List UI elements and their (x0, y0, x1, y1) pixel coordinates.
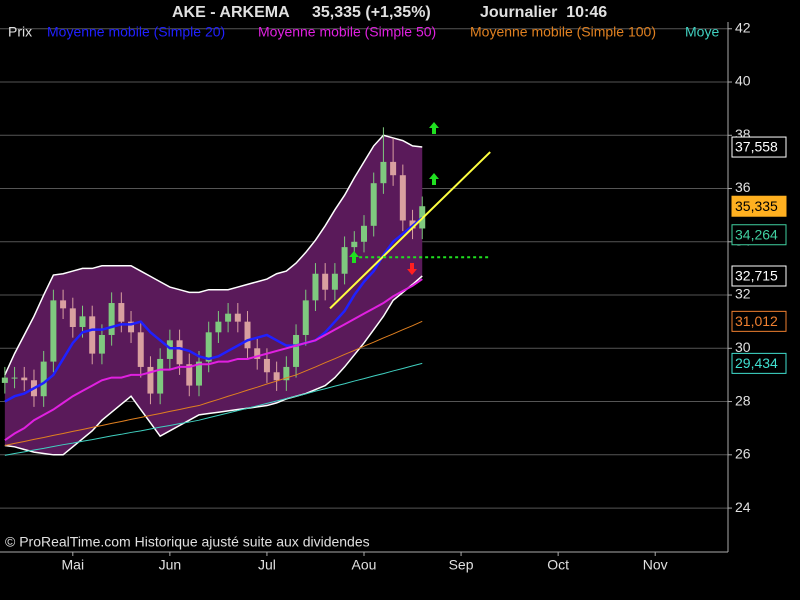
candle-body (283, 366, 290, 381)
candle-body (137, 332, 144, 367)
line (4, 278, 423, 441)
candle-body (293, 334, 300, 367)
legend-entry: Moye (685, 24, 719, 40)
legend-entry: Moyenne mobile (Simple 100) (470, 24, 656, 40)
candle-body (69, 308, 76, 327)
candle-body (157, 358, 164, 394)
candle-body (341, 247, 348, 274)
line (4, 134, 423, 376)
y-tick-label: 30 (735, 339, 751, 355)
candle-body (176, 340, 183, 365)
buy-arrow (349, 251, 359, 263)
chart-title: AKE - ARKEMA (172, 4, 290, 21)
line (4, 362, 423, 456)
buy-arrow (429, 173, 439, 185)
price-label-box (731, 310, 787, 332)
sell-arrow (407, 263, 417, 275)
candle-body (215, 321, 222, 333)
candle-body (312, 273, 319, 301)
y-tick-label: 36 (735, 179, 751, 195)
footer-note: © ProRealTime.com Historique ajusté suit… (5, 534, 370, 550)
signal-arrows (349, 122, 439, 275)
candle-body (322, 273, 329, 290)
candle-body (225, 313, 232, 322)
candle-body (273, 372, 280, 381)
legend-entry: Moyenne mobile (Simple 50) (258, 24, 436, 40)
price-label: 32,715 (735, 268, 778, 284)
candle-body (351, 241, 358, 248)
y-tick-label: 24 (735, 499, 751, 515)
candle-body (380, 161, 387, 184)
candle-body (50, 300, 57, 362)
y-tick-label: 26 (735, 446, 751, 462)
candle-body (195, 361, 202, 386)
candle-body (166, 340, 173, 359)
candle-body (205, 332, 212, 362)
price-label: 35,335 (735, 198, 778, 214)
candle-body (244, 321, 251, 349)
price-label-box (731, 195, 787, 217)
candle-body (399, 175, 406, 221)
x-tick-label: Jul (258, 557, 276, 573)
price-label-box (731, 265, 787, 287)
x-tick-label: Mai (62, 557, 85, 573)
candle-body (390, 161, 397, 176)
line (4, 320, 423, 446)
candle-body (1, 377, 8, 383)
price-label: 37,558 (735, 139, 778, 155)
candle-body (234, 313, 241, 322)
x-tick-label: Sep (449, 557, 474, 573)
chart-period: Journalier 10:46 (480, 4, 607, 21)
candle-body (331, 273, 338, 290)
candle-body (89, 316, 96, 354)
x-tick-label: Oct (547, 557, 569, 573)
candle-body (40, 361, 47, 397)
y-tick-label: 28 (735, 392, 751, 408)
candle-body (21, 377, 28, 381)
price-label-box (731, 136, 787, 158)
candle-body (370, 183, 377, 226)
plot-area (0, 28, 728, 509)
candle-body (108, 303, 115, 335)
legend-entry: Prix (8, 24, 32, 40)
y-tick-label: 32 (735, 286, 751, 302)
candle-body (263, 358, 270, 373)
x-tick-label: Aou (352, 557, 377, 573)
x-tick-label: Nov (643, 557, 668, 573)
legend-entry: Moyenne mobile (Simple 20) (47, 24, 225, 40)
y-tick-label: 42 (735, 19, 751, 35)
line (4, 216, 424, 403)
candle-body (147, 366, 154, 394)
price-label: 29,434 (735, 355, 778, 371)
candle-body (79, 316, 86, 327)
candle-body (361, 225, 367, 242)
y-tick-label: 40 (735, 73, 751, 89)
candle-body (118, 303, 125, 322)
candle-body (254, 348, 261, 359)
price-label: 34,264 (735, 226, 778, 242)
candle-body (186, 364, 193, 386)
candle-body (60, 300, 67, 309)
chart-subtitle: 35,335 (+1,35%) (312, 4, 431, 21)
price-label-box (731, 224, 787, 246)
candle-body (302, 300, 309, 335)
candle-body (11, 377, 18, 379)
price-label: 31,012 (735, 313, 778, 329)
candle-body (128, 321, 135, 333)
trendline (329, 151, 491, 310)
band-fill (4, 135, 423, 455)
price-label-box (731, 352, 787, 374)
x-tick-label: Jun (159, 557, 182, 573)
line (4, 275, 423, 456)
candle-body (98, 334, 105, 354)
buy-arrow (429, 122, 439, 134)
